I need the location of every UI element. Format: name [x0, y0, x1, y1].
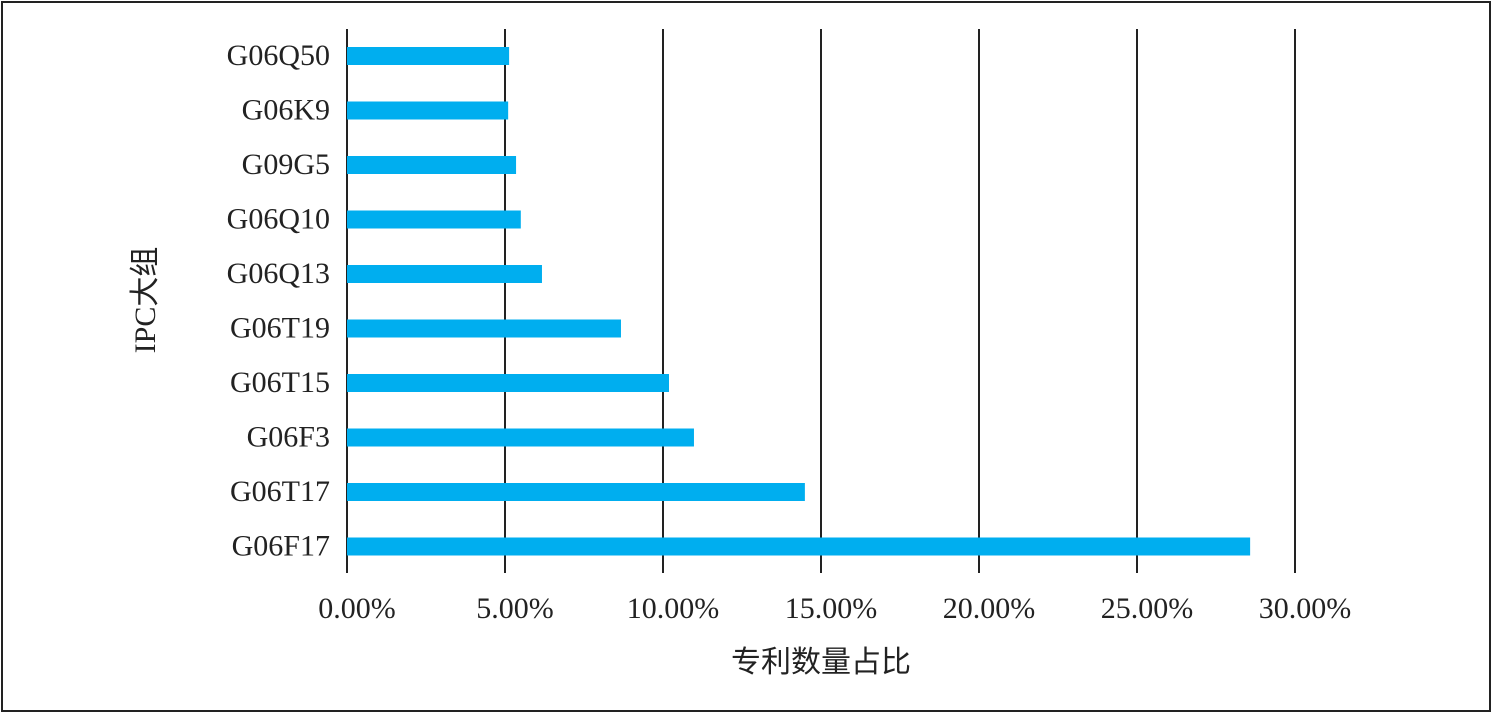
y-tick-label: G06Q10 — [227, 202, 330, 235]
x-tick-label: 20.00% — [943, 592, 1036, 625]
bar — [347, 374, 670, 392]
bar — [347, 319, 621, 338]
bar — [347, 483, 805, 501]
x-tick-label: 5.00% — [476, 592, 554, 625]
x-tick-label: 30.00% — [1259, 592, 1352, 625]
bar — [347, 265, 542, 283]
y-tick-label: G06F3 — [247, 420, 330, 453]
x-tick-label: 0.00% — [318, 592, 396, 625]
y-tick-label: G06F17 — [232, 529, 330, 562]
x-tick-label: 25.00% — [1101, 592, 1194, 625]
y-tick-label: G06Q13 — [227, 257, 330, 290]
y-tick-label: G06T17 — [230, 475, 330, 508]
y-tick-label: G06Q50 — [227, 39, 330, 72]
bar — [347, 428, 694, 447]
bar — [347, 47, 510, 65]
x-tick-label: 10.00% — [627, 592, 720, 625]
bar — [347, 210, 521, 229]
bar — [347, 537, 1251, 556]
y-tick-label: G06T15 — [230, 366, 330, 399]
y-tick-label: G06K9 — [242, 93, 330, 126]
y-tick-label: G09G5 — [242, 148, 330, 181]
y-axis-label: IPC大组 — [129, 247, 162, 354]
bar — [347, 101, 509, 120]
y-tick-label: G06T19 — [230, 311, 330, 344]
x-axis-label: 专利数量占比 — [731, 646, 911, 679]
x-tick-label: 15.00% — [785, 592, 878, 625]
bar — [347, 156, 517, 174]
